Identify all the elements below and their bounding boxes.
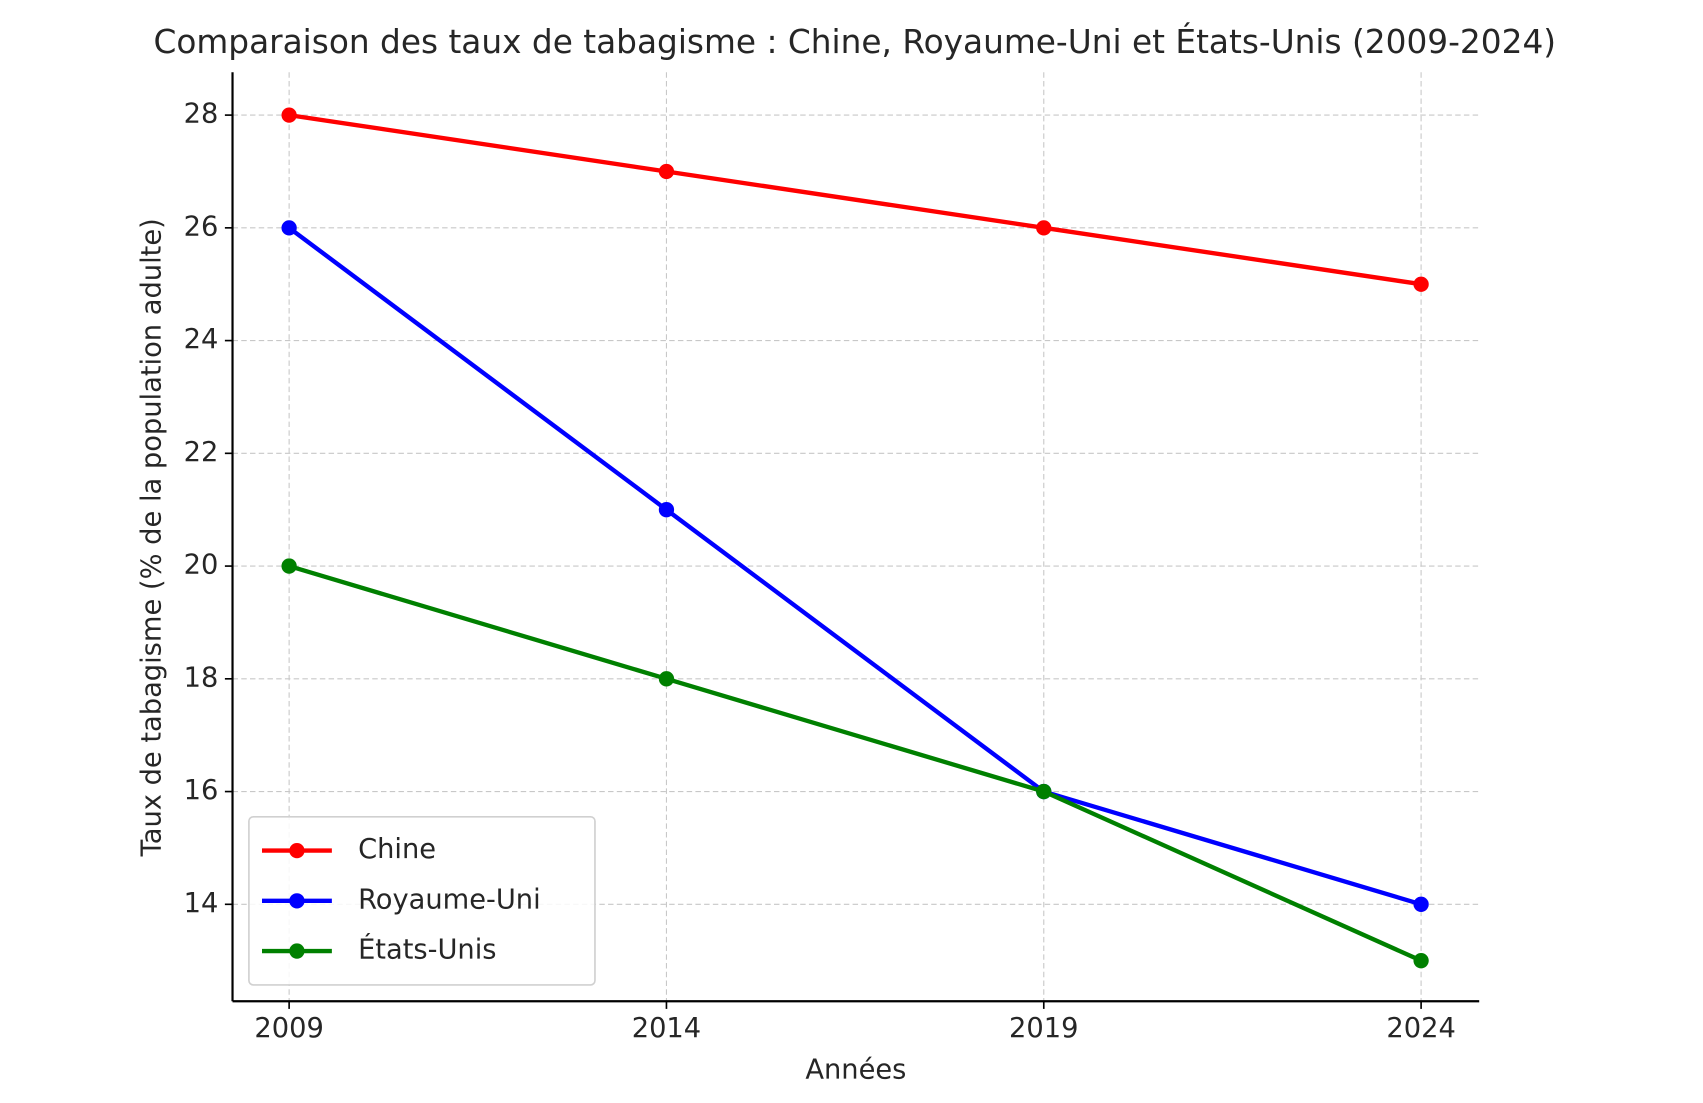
series-line (288, 563, 1422, 963)
legend-marker (289, 893, 305, 909)
data-point (658, 163, 675, 180)
y-tick-label: 18 (184, 662, 219, 693)
y-tick-label: 24 (184, 324, 219, 355)
x-tick-label: 2009 (254, 1013, 323, 1044)
data-point (1036, 220, 1052, 236)
data-point (1036, 783, 1052, 800)
data-point (281, 107, 297, 123)
data-point (1413, 276, 1429, 292)
series-line (288, 112, 1422, 287)
data-point (281, 558, 297, 574)
series-line (287, 226, 1422, 907)
x-tick-label: 2014 (632, 1013, 701, 1044)
x-tick-label: 2024 (1386, 1013, 1455, 1044)
data-point (1413, 896, 1429, 912)
x-axis-label: Années (805, 1055, 906, 1086)
y-tick-label: 26 (184, 211, 219, 242)
legend-label: Royaume-Uni (358, 884, 541, 915)
legend-marker (289, 943, 305, 959)
y-tick-label: 28 (184, 99, 219, 130)
data-point (1413, 953, 1429, 969)
legend-label: États-Unis (358, 934, 496, 966)
legend-label: Chine (358, 834, 436, 865)
data-point (658, 502, 675, 518)
y-tick-label: 16 (184, 775, 219, 806)
y-tick-label: 14 (184, 888, 219, 919)
data-point (658, 671, 675, 687)
legend-marker (289, 842, 305, 859)
y-tick-label: 20 (184, 550, 219, 581)
y-axis-label: Taux de tabagisme (% de la population ad… (136, 218, 167, 857)
y-tick-label: 22 (184, 437, 219, 468)
x-tick-label: 2019 (1009, 1013, 1078, 1044)
chart-title: Comparaison des taux de tabagisme : Chin… (153, 23, 1556, 61)
legend-box (248, 815, 596, 986)
data-point (281, 220, 297, 236)
